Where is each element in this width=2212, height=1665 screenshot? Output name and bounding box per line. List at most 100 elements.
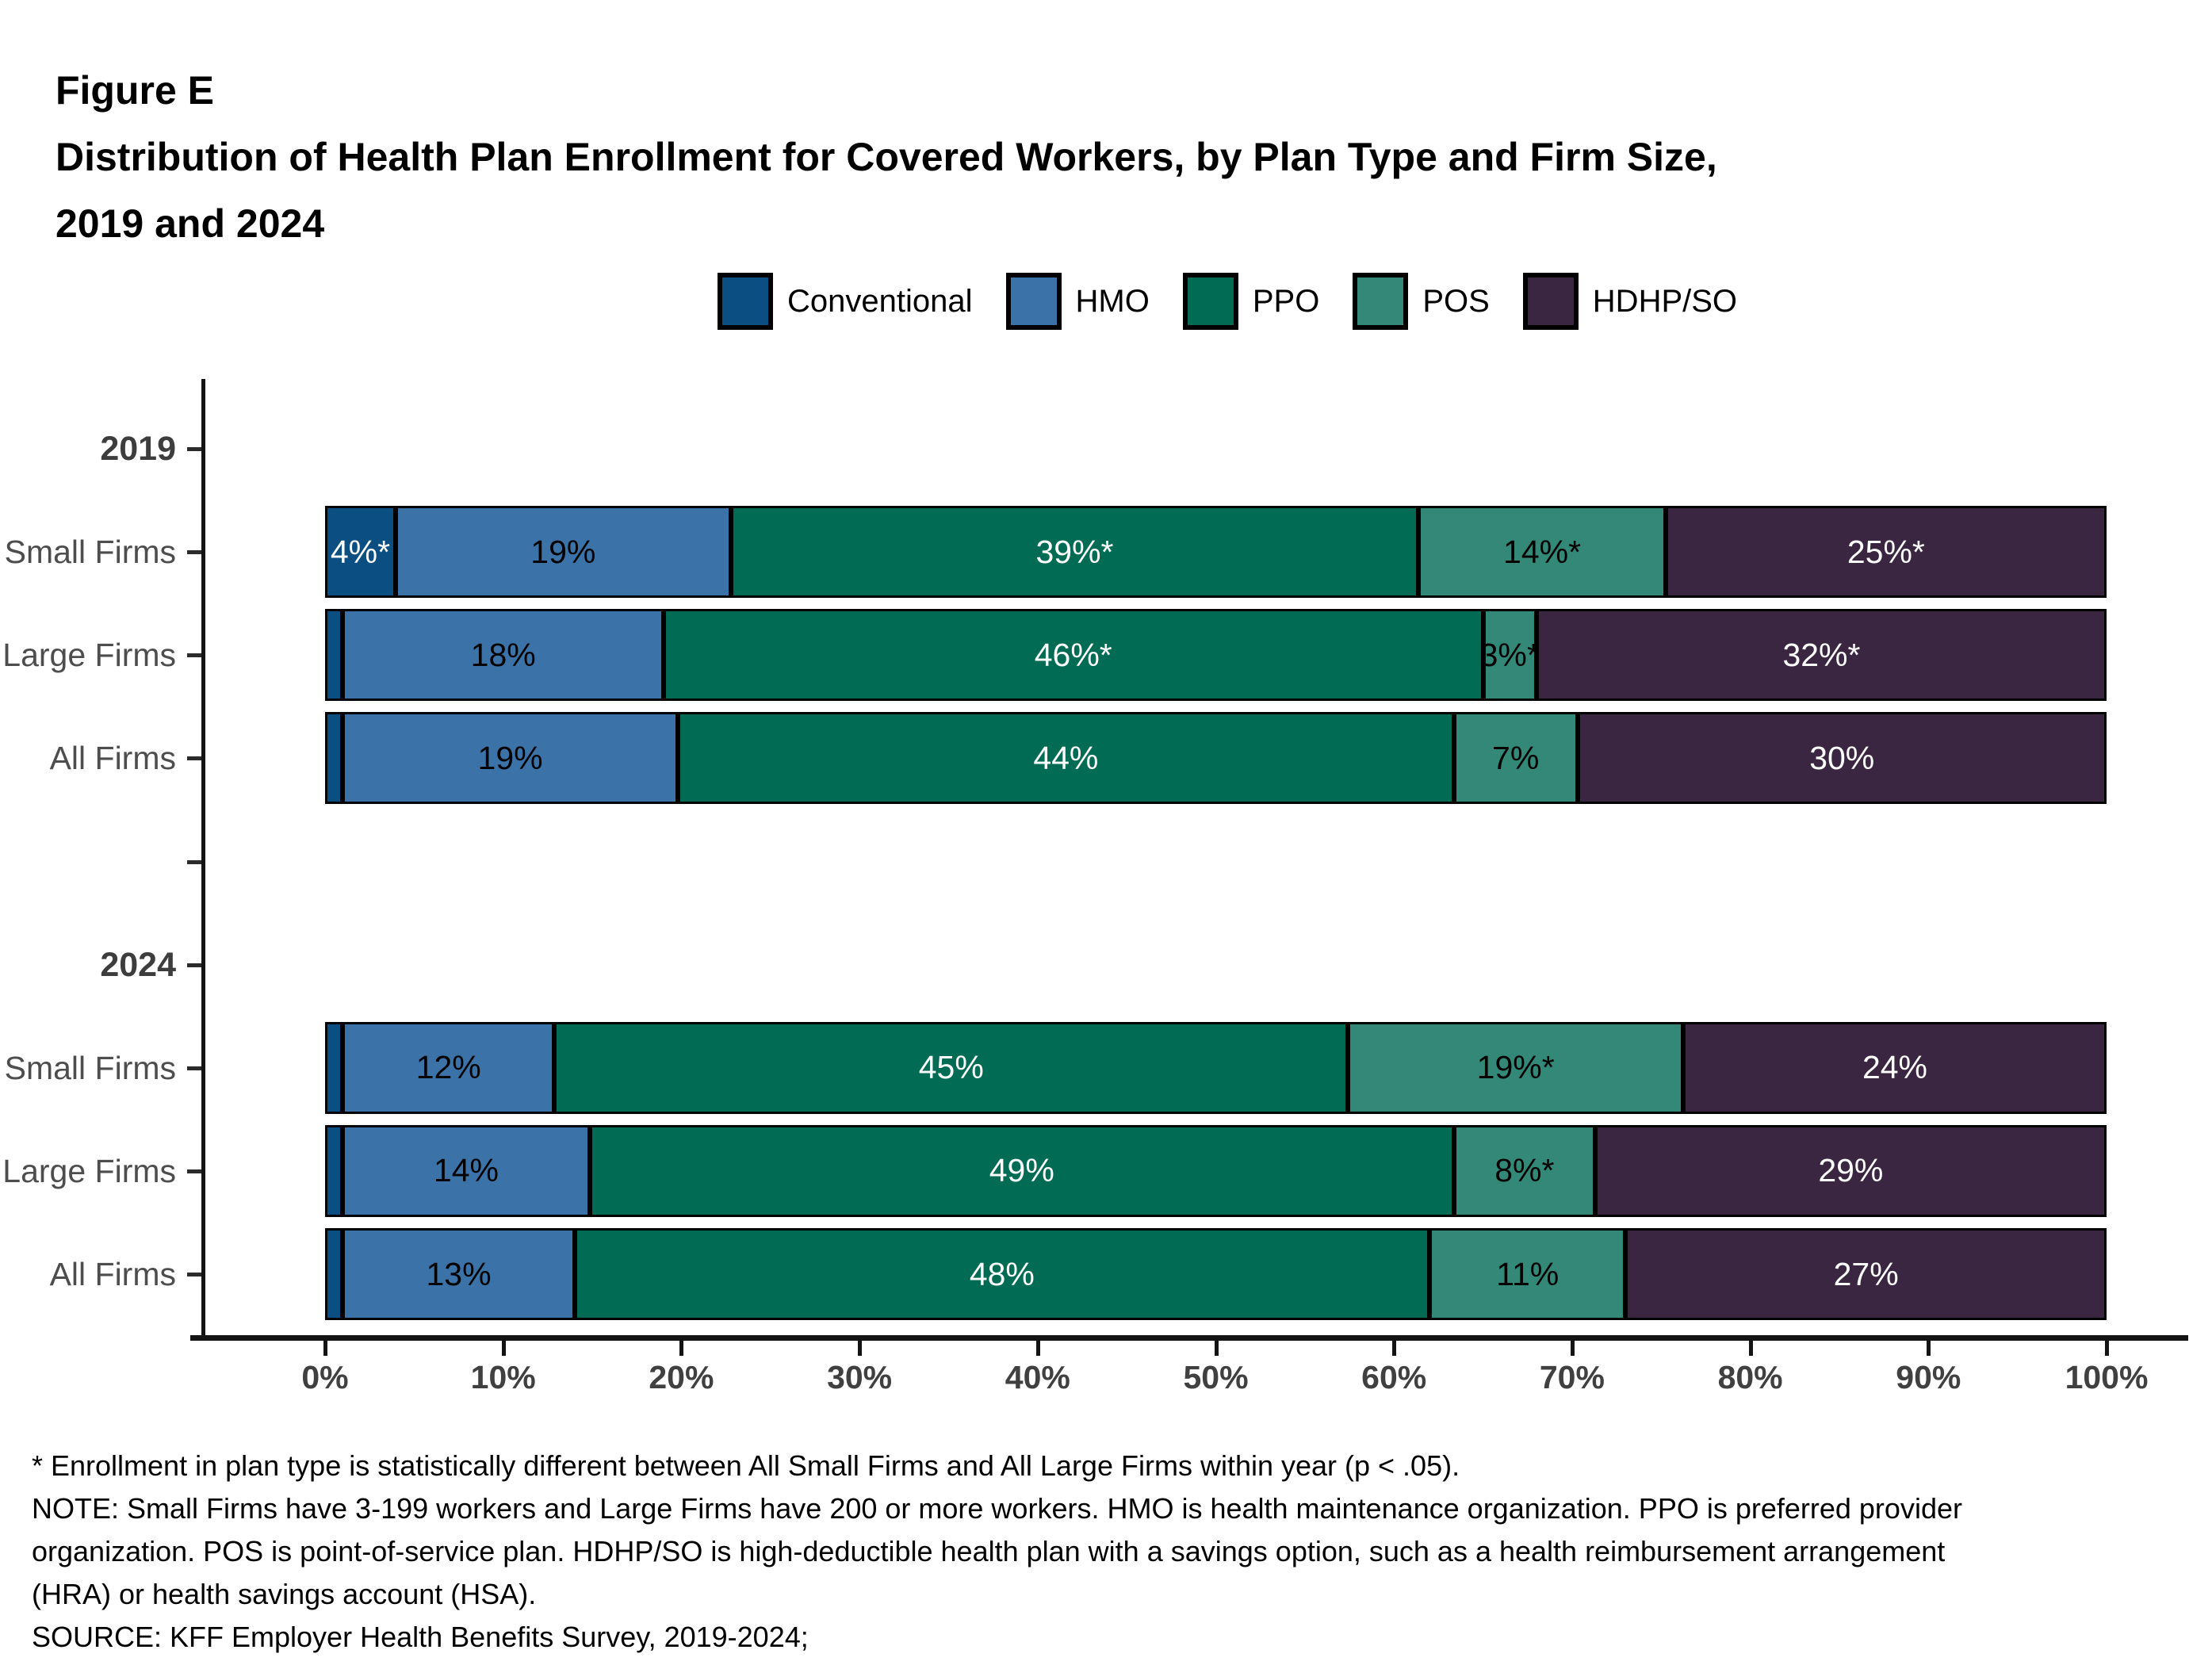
figure-title-line2: 2019 and 2024 bbox=[55, 201, 325, 246]
legend-swatch-pos bbox=[1353, 273, 1409, 330]
legend-item-pos: POS bbox=[1353, 273, 1490, 330]
x-axis-tick bbox=[2105, 1341, 2109, 1356]
x-axis-label-30-: 30% bbox=[827, 1359, 893, 1395]
legend-label-ppo: PPO bbox=[1252, 283, 1320, 319]
bar-segment-hdhp-so: 29% bbox=[1594, 1124, 2107, 1217]
bar-segment-ppo: 48% bbox=[574, 1228, 1430, 1320]
legend-swatch-conventional bbox=[718, 273, 773, 330]
legend-label-conventional: Conventional bbox=[787, 283, 973, 319]
footnote-line: organization. POS is point-of-service pl… bbox=[32, 1535, 1946, 1567]
x-axis-label-50-: 50% bbox=[1183, 1359, 1249, 1395]
bar-segment-hmo: 14% bbox=[343, 1124, 590, 1217]
y-axis-label-2024: 2024 bbox=[100, 945, 176, 984]
bar-segment-ppo: 45% bbox=[554, 1021, 1349, 1114]
bar-segment-pos: 8%* bbox=[1453, 1124, 1595, 1217]
x-axis-tick bbox=[1570, 1341, 1575, 1356]
title-block: Figure E Distribution of Health Plan Enr… bbox=[55, 57, 1717, 257]
y-axis-label-large-firms: Large Firms bbox=[2, 1152, 176, 1189]
x-axis-tick bbox=[1392, 1341, 1397, 1356]
y-axis-label-all-firms: All Firms bbox=[49, 1256, 176, 1292]
legend-item-hdhp-so: HDHP/SO bbox=[1522, 273, 1738, 330]
bar-segment-conventional: 4%* bbox=[325, 506, 396, 599]
x-axis-label-60-: 60% bbox=[1361, 1359, 1427, 1395]
y-axis-label-small-firms: Small Firms bbox=[4, 534, 176, 571]
y-axis-tick bbox=[187, 756, 201, 761]
bar-segment-pos: 3%* bbox=[1480, 609, 1540, 702]
legend-label-pos: POS bbox=[1422, 283, 1490, 319]
legend-item-ppo: PPO bbox=[1182, 273, 1320, 330]
x-axis-label-70-: 70% bbox=[1539, 1359, 1605, 1395]
legend-item-conventional: Conventional bbox=[718, 273, 973, 330]
x-axis-tick bbox=[501, 1341, 506, 1356]
bar-2024-all-firms: 13% 48% 11% 27% bbox=[325, 1228, 2107, 1320]
bar-2019-large-firms: 18% 46%* 3%* 32%* bbox=[325, 609, 2107, 702]
legend-swatch-hmo bbox=[1005, 273, 1062, 330]
bar-segment-pos: 14%* bbox=[1418, 506, 1666, 599]
bar-segment-pos: 7% bbox=[1453, 712, 1578, 805]
y-axis-line bbox=[201, 379, 205, 1340]
bar-segment-conventional bbox=[325, 1021, 343, 1114]
legend-label-hdhp-so: HDHP/SO bbox=[1592, 283, 1738, 319]
bar-segment-hdhp-so: 24% bbox=[1683, 1021, 2107, 1114]
footnote-line: SOURCE: KFF Employer Health Benefits Sur… bbox=[32, 1621, 809, 1653]
bar-segment-hmo: 12% bbox=[343, 1021, 555, 1114]
bar-segment-hdhp-so: 32%* bbox=[1536, 609, 2107, 702]
bar-segment-conventional bbox=[325, 1124, 343, 1217]
y-axis-tick bbox=[187, 550, 201, 555]
bar-segment-conventional bbox=[325, 1228, 343, 1320]
bar-segment-ppo: 39%* bbox=[730, 506, 1419, 599]
x-axis-label-0-: 0% bbox=[301, 1359, 349, 1395]
bar-2019-all-firms: 19% 44% 7% 30% bbox=[325, 712, 2107, 805]
legend-item-hmo: HMO bbox=[1005, 273, 1150, 330]
bar-segment-pos: 19%* bbox=[1348, 1021, 1684, 1114]
footnote-line: (HRA) or health savings account (HSA). bbox=[32, 1578, 537, 1610]
bar-segment-ppo: 46%* bbox=[663, 609, 1483, 702]
y-axis-tick bbox=[187, 653, 201, 658]
y-axis-tick bbox=[187, 1066, 201, 1070]
bar-segment-ppo: 44% bbox=[677, 712, 1454, 805]
x-axis-label-10-: 10% bbox=[470, 1359, 536, 1395]
y-axis-tick bbox=[187, 447, 201, 451]
legend-label-hmo: HMO bbox=[1075, 283, 1150, 319]
y-axis-label-large-firms: Large Firms bbox=[2, 637, 176, 674]
y-axis-tick bbox=[187, 1273, 201, 1276]
bar-2019-small-firms: 4%* 19% 39%* 14%* 25%* bbox=[325, 506, 2107, 599]
y-axis-tick bbox=[187, 859, 201, 864]
bar-segment-hdhp-so: 25%* bbox=[1665, 506, 2107, 599]
legend-swatch-ppo bbox=[1182, 273, 1238, 330]
legend-swatch-hdhp-so bbox=[1522, 273, 1579, 330]
x-axis-label-40-: 40% bbox=[1005, 1359, 1070, 1395]
bar-segment-hdhp-so: 30% bbox=[1577, 712, 2107, 805]
footnotes: * Enrollment in plan type is statistical… bbox=[32, 1445, 1962, 1659]
y-axis-tick bbox=[187, 1169, 201, 1173]
x-axis-tick bbox=[323, 1341, 327, 1356]
x-axis-label-80-: 80% bbox=[1717, 1359, 1783, 1395]
bar-segment-conventional bbox=[325, 609, 343, 702]
y-axis-label-2019: 2019 bbox=[100, 430, 176, 468]
bar-segment-hmo: 19% bbox=[343, 712, 678, 805]
x-axis-tick bbox=[1214, 1341, 1219, 1356]
bar-segment-hmo: 19% bbox=[395, 506, 731, 599]
footnote-line: NOTE: Small Firms have 3-199 workers and… bbox=[32, 1492, 1962, 1525]
x-axis-line bbox=[190, 1335, 2188, 1341]
figure-title-line1: Distribution of Health Plan Enrollment f… bbox=[55, 135, 1717, 179]
x-axis-tick bbox=[1035, 1341, 1040, 1356]
bar-segment-conventional bbox=[325, 712, 343, 805]
x-axis-tick bbox=[1927, 1341, 1931, 1356]
x-axis-label-90-: 90% bbox=[1896, 1359, 1961, 1395]
x-axis-tick bbox=[679, 1341, 684, 1356]
x-axis-label-20-: 20% bbox=[649, 1359, 714, 1395]
y-axis-tick bbox=[187, 963, 201, 967]
figure-label: Figure E bbox=[55, 68, 215, 113]
bar-segment-pos: 11% bbox=[1429, 1228, 1626, 1320]
footnote-line: * Enrollment in plan type is statistical… bbox=[32, 1449, 1460, 1482]
y-axis-label-all-firms: All Firms bbox=[49, 740, 176, 777]
bar-segment-hdhp-so: 27% bbox=[1625, 1228, 2107, 1320]
bar-2024-small-firms: 12% 45% 19%* 24% bbox=[325, 1021, 2107, 1114]
x-axis-tick bbox=[858, 1341, 863, 1356]
bar-segment-hmo: 18% bbox=[343, 609, 664, 702]
x-axis-label-100-: 100% bbox=[2065, 1359, 2149, 1395]
bar-2024-large-firms: 14% 49% 8%* 29% bbox=[325, 1124, 2107, 1217]
legend: Conventional HMO PPO POS HDHP/SO bbox=[718, 273, 1737, 330]
